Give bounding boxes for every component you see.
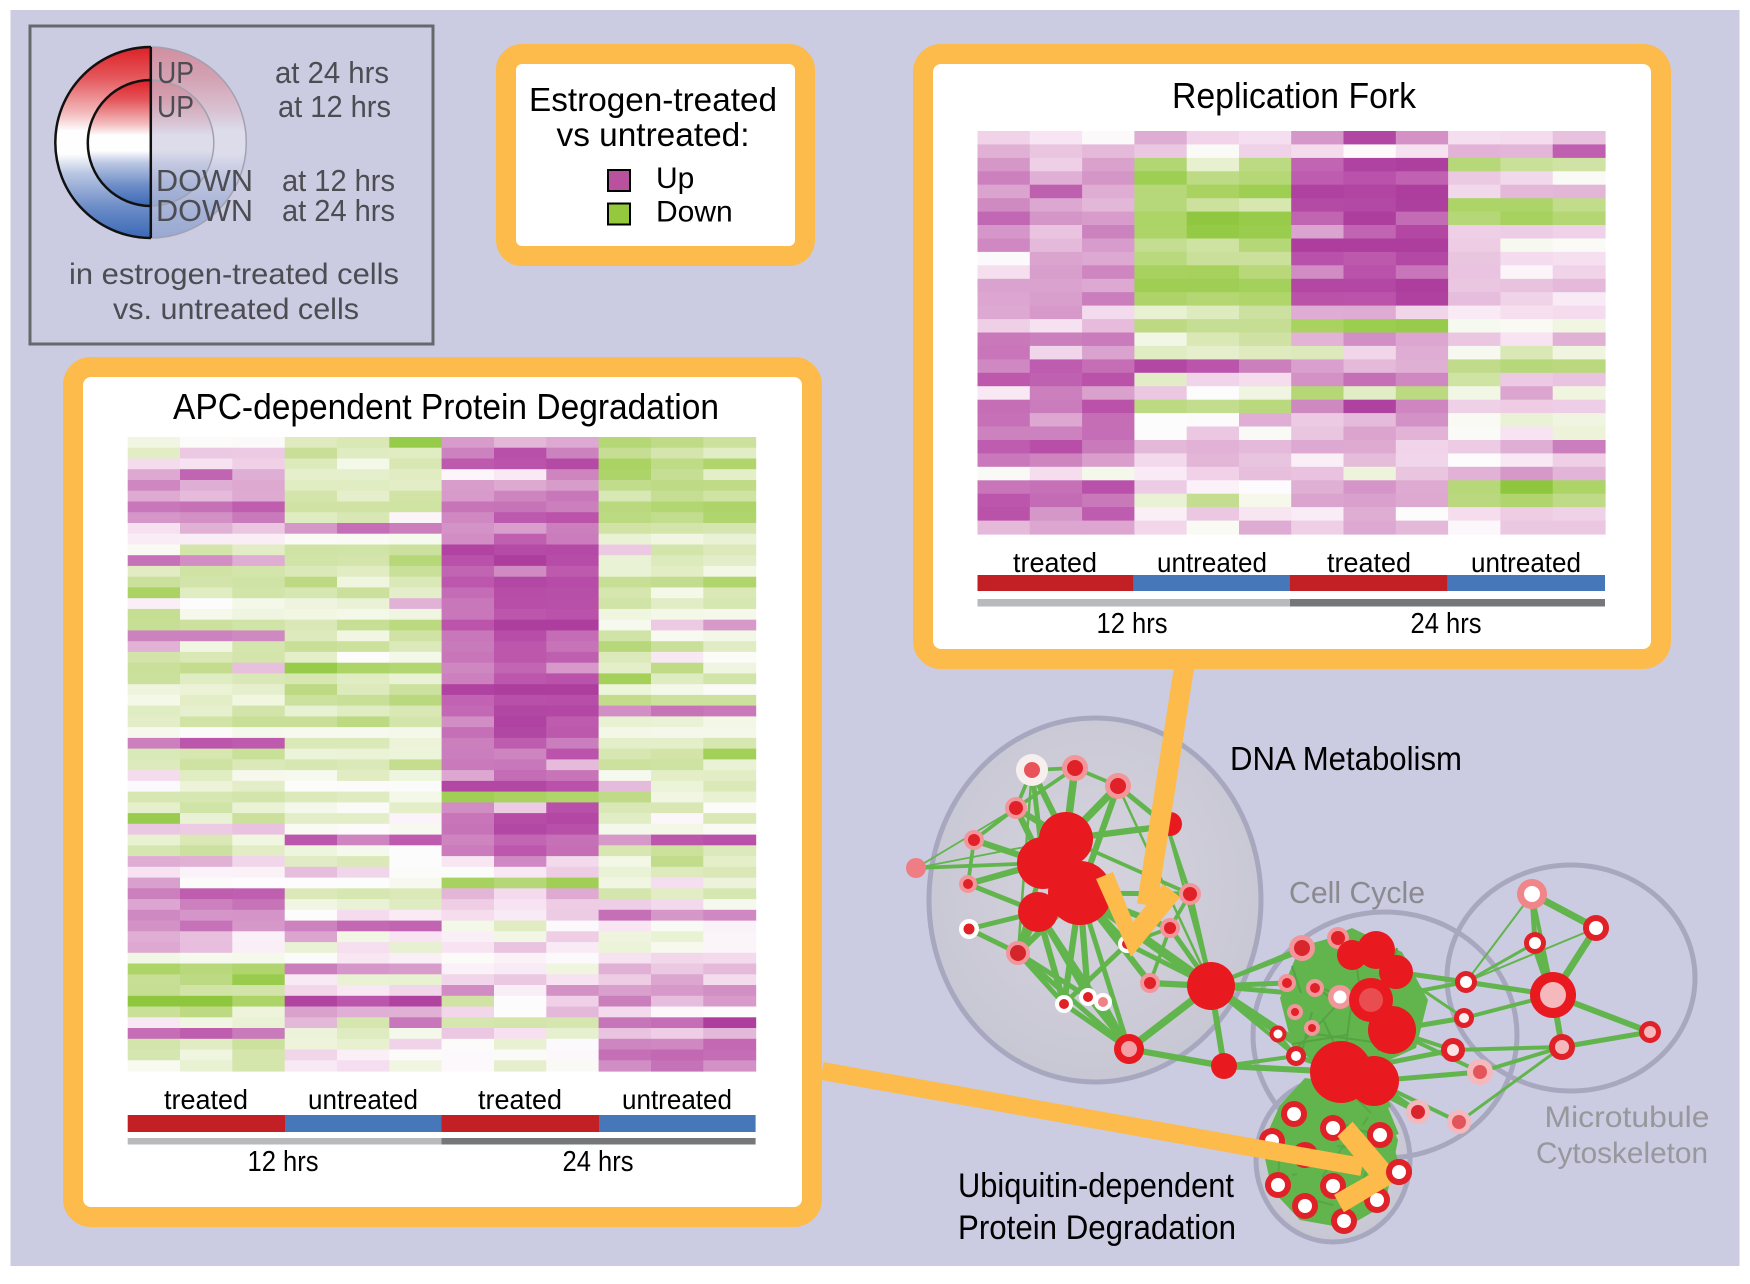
svg-text:24 hrs: 24 hrs (1411, 608, 1482, 640)
svg-text:DOWN: DOWN (156, 193, 253, 228)
svg-text:treated: treated (1013, 547, 1097, 578)
svg-text:treated: treated (1327, 547, 1411, 578)
svg-text:untreated: untreated (308, 1084, 418, 1115)
svg-text:Estrogen-treated: Estrogen-treated (529, 81, 777, 118)
svg-text:untreated: untreated (622, 1084, 732, 1115)
svg-text:UP: UP (157, 89, 194, 124)
svg-text:in estrogen-treated cells: in estrogen-treated cells (69, 258, 399, 291)
svg-text:at 24 hrs: at 24 hrs (282, 193, 395, 228)
svg-text:at 12 hrs: at 12 hrs (282, 163, 395, 198)
svg-text:Cytoskeleton: Cytoskeleton (1536, 1137, 1708, 1170)
svg-text:Replication Fork: Replication Fork (1172, 75, 1417, 116)
svg-text:untreated: untreated (1471, 547, 1581, 578)
svg-text:Up: Up (656, 162, 694, 195)
svg-text:DOWN: DOWN (156, 163, 253, 198)
svg-text:at 12 hrs: at 12 hrs (278, 89, 391, 124)
svg-text:Cell Cycle: Cell Cycle (1289, 875, 1425, 910)
svg-text:at 24 hrs: at 24 hrs (275, 55, 389, 90)
svg-text:Down: Down (656, 196, 733, 229)
svg-text:12 hrs: 12 hrs (248, 1146, 319, 1178)
svg-text:vs. untreated cells: vs. untreated cells (113, 293, 359, 326)
svg-text:Protein Degradation: Protein Degradation (958, 1209, 1236, 1247)
svg-text:UP: UP (157, 55, 194, 90)
svg-text:12 hrs: 12 hrs (1097, 608, 1168, 640)
svg-text:treated: treated (164, 1084, 248, 1115)
svg-text:24 hrs: 24 hrs (563, 1146, 634, 1178)
svg-text:Microtubule: Microtubule (1545, 1101, 1710, 1134)
svg-text:vs untreated:: vs untreated: (557, 116, 750, 153)
svg-text:Ubiquitin-dependent: Ubiquitin-dependent (958, 1167, 1234, 1205)
svg-text:untreated: untreated (1157, 547, 1267, 578)
svg-text:DNA Metabolism: DNA Metabolism (1230, 740, 1462, 777)
svg-text:treated: treated (478, 1084, 562, 1115)
svg-text:APC-dependent Protein Degradat: APC-dependent Protein Degradation (173, 386, 719, 427)
